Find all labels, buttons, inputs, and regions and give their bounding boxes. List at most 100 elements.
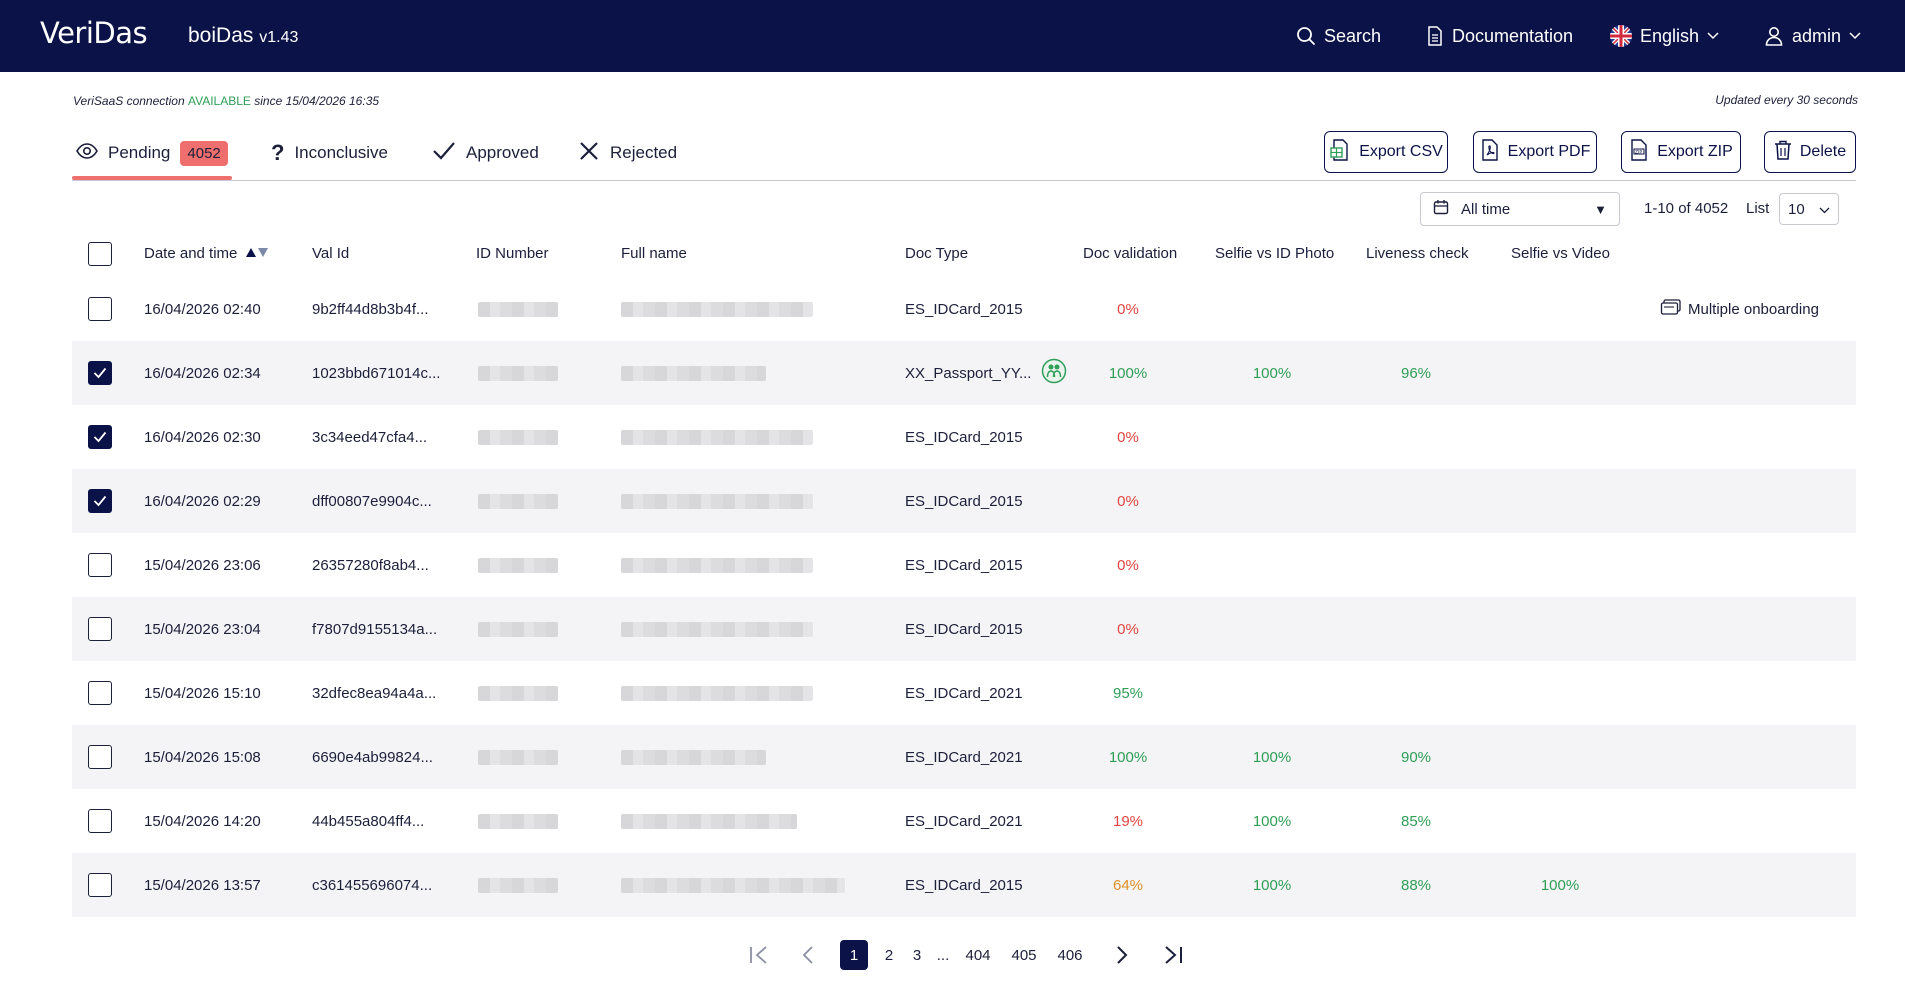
export-zip-button[interactable]: ZIP Export ZIP [1621, 131, 1741, 173]
results-range: 1-10 of 4052 [1644, 200, 1729, 217]
tab-approved[interactable]: Approved [432, 126, 539, 180]
row-val-id[interactable]: c361455696074... [312, 876, 433, 894]
date-range-value: All time [1461, 200, 1511, 218]
table-row[interactable]: 16/04/2026 02:34 1023bbd671014c... XX_Pa… [72, 341, 1856, 405]
row-checkbox[interactable] [88, 617, 112, 641]
row-checkbox[interactable] [88, 489, 112, 513]
row-doc-validation: 100% [1108, 748, 1148, 766]
row-doc-validation: 0% [1117, 428, 1139, 446]
search-label: Search [1324, 25, 1382, 46]
row-selfie-id: 100% [1252, 812, 1292, 830]
page-405-button[interactable]: 405 [1011, 946, 1037, 964]
search-button[interactable]: Search [1296, 22, 1381, 50]
row-val-id[interactable]: 26357280f8ab4... [312, 556, 429, 574]
row-doc-type: ES_IDCard_2015 [905, 556, 1023, 574]
tab-rejected[interactable]: Rejected [578, 126, 677, 180]
table-row[interactable]: 15/04/2026 13:57 c361455696074... ES_IDC… [72, 853, 1856, 917]
documentation-label: Documentation [1452, 25, 1574, 46]
language-label: English [1640, 25, 1700, 46]
last-page-icon [1165, 946, 1182, 964]
column-selfie-id: Selfie vs ID Photo [1215, 245, 1335, 262]
language-selector[interactable]: English [1610, 22, 1719, 50]
row-val-id[interactable]: dff00807e9904c... [312, 492, 432, 510]
row-val-id[interactable]: 6690e4ab99824... [312, 748, 433, 766]
row-val-id[interactable]: 44b455a804ff4... [312, 812, 425, 830]
table-row[interactable]: 15/04/2026 23:04 f7807d9155134a... ES_ID… [72, 597, 1856, 661]
trash-icon [1774, 140, 1792, 165]
redacted-full-name [621, 597, 813, 661]
chevron-right-icon [1117, 946, 1128, 964]
row-val-id[interactable]: 1023bbd671014c... [312, 364, 441, 382]
row-doc-type: ES_IDCard_2015 [905, 300, 1023, 318]
tab-inconclusive[interactable]: ? Inconclusive [271, 126, 388, 180]
app-title: boiDas [188, 24, 254, 47]
multiple-onboarding-label: Multiple onboarding [1688, 300, 1819, 318]
user-menu[interactable]: admin [1764, 22, 1861, 50]
delete-button[interactable]: Delete [1764, 131, 1856, 173]
last-page-button[interactable] [1160, 940, 1186, 970]
export-csv-button[interactable]: Export CSV [1324, 131, 1448, 173]
row-doc-type: ES_IDCard_2015 [905, 428, 1023, 446]
table-row[interactable]: 15/04/2026 15:10 32dfec8ea94a4a... ES_ID… [72, 661, 1856, 725]
row-checkbox[interactable] [88, 553, 112, 577]
page-3-button[interactable]: 3 [912, 946, 922, 964]
tab-pending[interactable]: Pending 4052 [72, 126, 232, 180]
documentation-button[interactable]: Documentation [1426, 22, 1573, 50]
export-pdf-button[interactable]: Export PDF [1473, 131, 1597, 173]
chevron-down-icon [1819, 201, 1830, 218]
page-404-button[interactable]: 404 [965, 946, 991, 964]
row-val-id[interactable]: 9b2ff44d8b3b4f... [312, 300, 429, 318]
row-checkbox[interactable] [88, 361, 112, 385]
row-selfie-id: 100% [1252, 876, 1292, 894]
column-doc-validation: Doc validation [1083, 245, 1178, 262]
redacted-full-name [621, 469, 813, 533]
row-checkbox[interactable] [88, 681, 112, 705]
date-range-select[interactable]: All time ▼ [1420, 192, 1620, 226]
veridas-logo[interactable]: VeriDas [40, 16, 148, 50]
row-val-id[interactable]: 3c34eed47cfa4... [312, 428, 428, 446]
first-page-button[interactable] [746, 940, 772, 970]
row-checkbox[interactable] [88, 745, 112, 769]
table-row[interactable]: 16/04/2026 02:29 dff00807e9904c... ES_ID… [72, 469, 1856, 533]
redacted-full-name [621, 341, 766, 405]
page-1-button[interactable]: 1 [840, 940, 868, 970]
list-size-label: List [1746, 200, 1770, 217]
redacted-id-number [478, 469, 558, 533]
table-row[interactable]: 16/04/2026 02:40 9b2ff44d8b3b4f... ES_ID… [72, 277, 1856, 341]
column-val-id: Val Id [312, 245, 350, 262]
prev-page-button[interactable] [796, 940, 820, 970]
table-row[interactable]: 15/04/2026 23:06 26357280f8ab4... ES_IDC… [72, 533, 1856, 597]
sort-icon [245, 245, 269, 262]
row-doc-validation: 0% [1117, 492, 1139, 510]
select-all-checkbox[interactable] [88, 242, 112, 266]
row-date: 15/04/2026 15:08 [144, 748, 261, 766]
connection-since: since 15/04/2026 16:35 [254, 94, 380, 108]
page-2-button[interactable]: 2 [884, 946, 894, 964]
row-date: 15/04/2026 13:57 [144, 876, 261, 894]
row-date: 15/04/2026 23:04 [144, 620, 261, 638]
csv-file-icon [1329, 138, 1351, 166]
row-checkbox[interactable] [88, 809, 112, 833]
table-row[interactable]: 15/04/2026 14:20 44b455a804ff4... ES_IDC… [72, 789, 1856, 853]
table-row[interactable]: 16/04/2026 02:30 3c34eed47cfa4... ES_IDC… [72, 405, 1856, 469]
row-val-id[interactable]: f7807d9155134a... [312, 620, 438, 638]
column-date-sort[interactable]: Date and time [144, 245, 269, 262]
row-date: 16/04/2026 02:30 [144, 428, 261, 446]
multiple-onboarding-tag[interactable]: Multiple onboarding [1660, 277, 1819, 341]
list-size-select[interactable]: 10 [1779, 193, 1839, 225]
export-zip-label: Export ZIP [1657, 143, 1733, 160]
connection-prefix: VeriSaaS connection [73, 94, 185, 108]
row-date: 15/04/2026 14:20 [144, 812, 261, 830]
table-row[interactable]: 15/04/2026 15:08 6690e4ab99824... ES_IDC… [72, 725, 1856, 789]
row-checkbox[interactable] [88, 425, 112, 449]
row-doc-validation: 64% [1112, 876, 1144, 894]
svg-text:ZIP: ZIP [1635, 149, 1642, 155]
row-checkbox[interactable] [88, 873, 112, 897]
row-doc-validation: 95% [1112, 684, 1144, 702]
row-checkbox[interactable] [88, 297, 112, 321]
page-406-button[interactable]: 406 [1057, 946, 1083, 964]
tabs-divider [72, 180, 1856, 181]
next-page-button[interactable] [1110, 940, 1134, 970]
row-val-id[interactable]: 32dfec8ea94a4a... [312, 684, 437, 702]
checkmark-icon [93, 367, 107, 379]
